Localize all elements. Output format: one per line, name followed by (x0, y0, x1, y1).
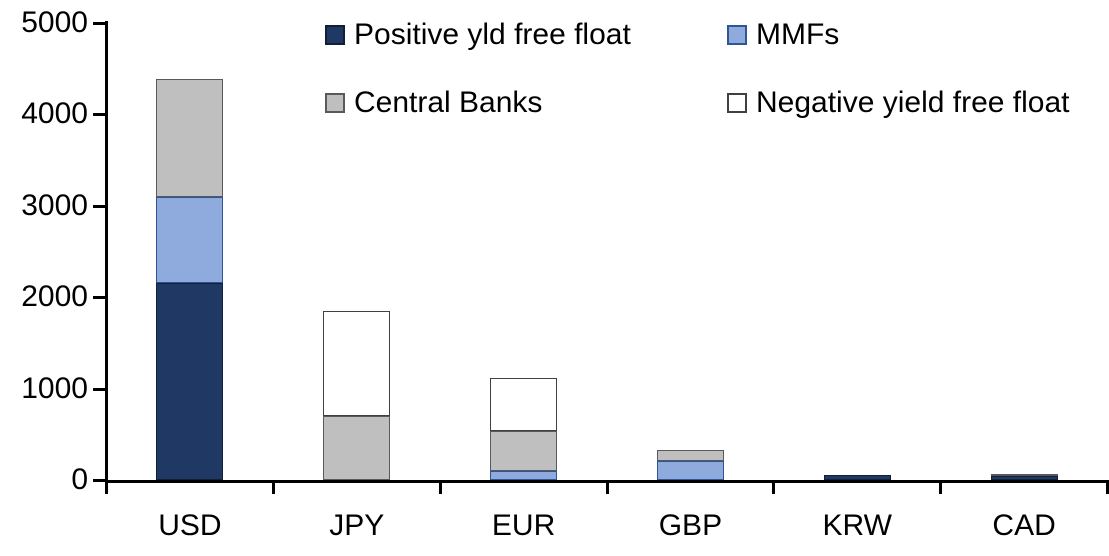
bar-segment-cad-central-banks (990, 474, 1058, 477)
x-axis-label-usd: USD (158, 509, 222, 542)
bar-segment-usd-positive-yld-free-float (156, 283, 224, 480)
y-tick-label: 4000 (21, 97, 88, 131)
bar-segment-gbp-mmfs (656, 460, 724, 480)
legend-swatch-positive-yld-free-float-icon (325, 25, 345, 45)
y-tick-label: 1000 (21, 371, 88, 405)
y-tick-label: 3000 (21, 188, 88, 222)
y-tick-label: 0 (71, 463, 88, 496)
y-tick-label: 5000 (21, 6, 88, 39)
y-tick (93, 22, 105, 25)
bar-segment-jpy-negative-yield-free-float (323, 310, 391, 417)
x-axis-line (105, 480, 1109, 483)
bar-segment-krw-positive-yld-free-float (823, 475, 891, 480)
legend-swatch-mmfs-icon (727, 25, 747, 45)
bar-segment-eur-mmfs (490, 470, 558, 480)
x-tick (438, 483, 442, 494)
y-tick (93, 204, 105, 208)
y-tick (93, 113, 105, 117)
legend-item-positive-yld-free-float: Positive yld free float (325, 18, 631, 52)
legend-label: Positive yld free float (354, 18, 631, 51)
bar-segment-jpy-central-banks (323, 416, 391, 480)
legend-swatch-negative-yield-free-float-icon (727, 93, 747, 113)
legend-label: MMFs (756, 18, 840, 51)
x-tick (939, 483, 943, 494)
x-tick (105, 483, 108, 494)
bar-segment-cad-positive-yld-free-float (990, 476, 1058, 480)
bar-segment-eur-negative-yield-free-float (490, 378, 558, 431)
legend-label: Negative yield free float (756, 86, 1070, 119)
x-tick (605, 483, 609, 494)
legend-item-mmfs: MMFs (727, 18, 839, 52)
x-axis-label-jpy: JPY (329, 509, 385, 542)
y-tick (93, 296, 105, 300)
x-tick (772, 483, 776, 494)
legend-item-negative-yield-free-float: Negative yield free float (727, 86, 1070, 120)
legend-label: Central Banks (354, 86, 543, 119)
x-axis-label-gbp: GBP (658, 509, 723, 542)
bar-segment-usd-mmfs (156, 196, 224, 284)
x-tick (1106, 483, 1109, 494)
x-axis-label-cad: CAD (992, 509, 1056, 542)
bar-segment-usd-central-banks (156, 78, 224, 197)
legend-swatch-central-banks-icon (325, 93, 345, 113)
y-tick (93, 387, 105, 391)
bar-segment-eur-central-banks (490, 430, 558, 471)
y-tick-label: 2000 (21, 280, 88, 314)
x-axis-label-eur: EUR (491, 509, 556, 542)
legend-item-central-banks: Central Banks (325, 86, 542, 120)
x-tick (271, 483, 275, 494)
x-axis-label-krw: KRW (822, 509, 892, 542)
bar-segment-gbp-central-banks (656, 449, 724, 461)
y-tick (93, 479, 105, 482)
y-axis-line (105, 21, 108, 483)
